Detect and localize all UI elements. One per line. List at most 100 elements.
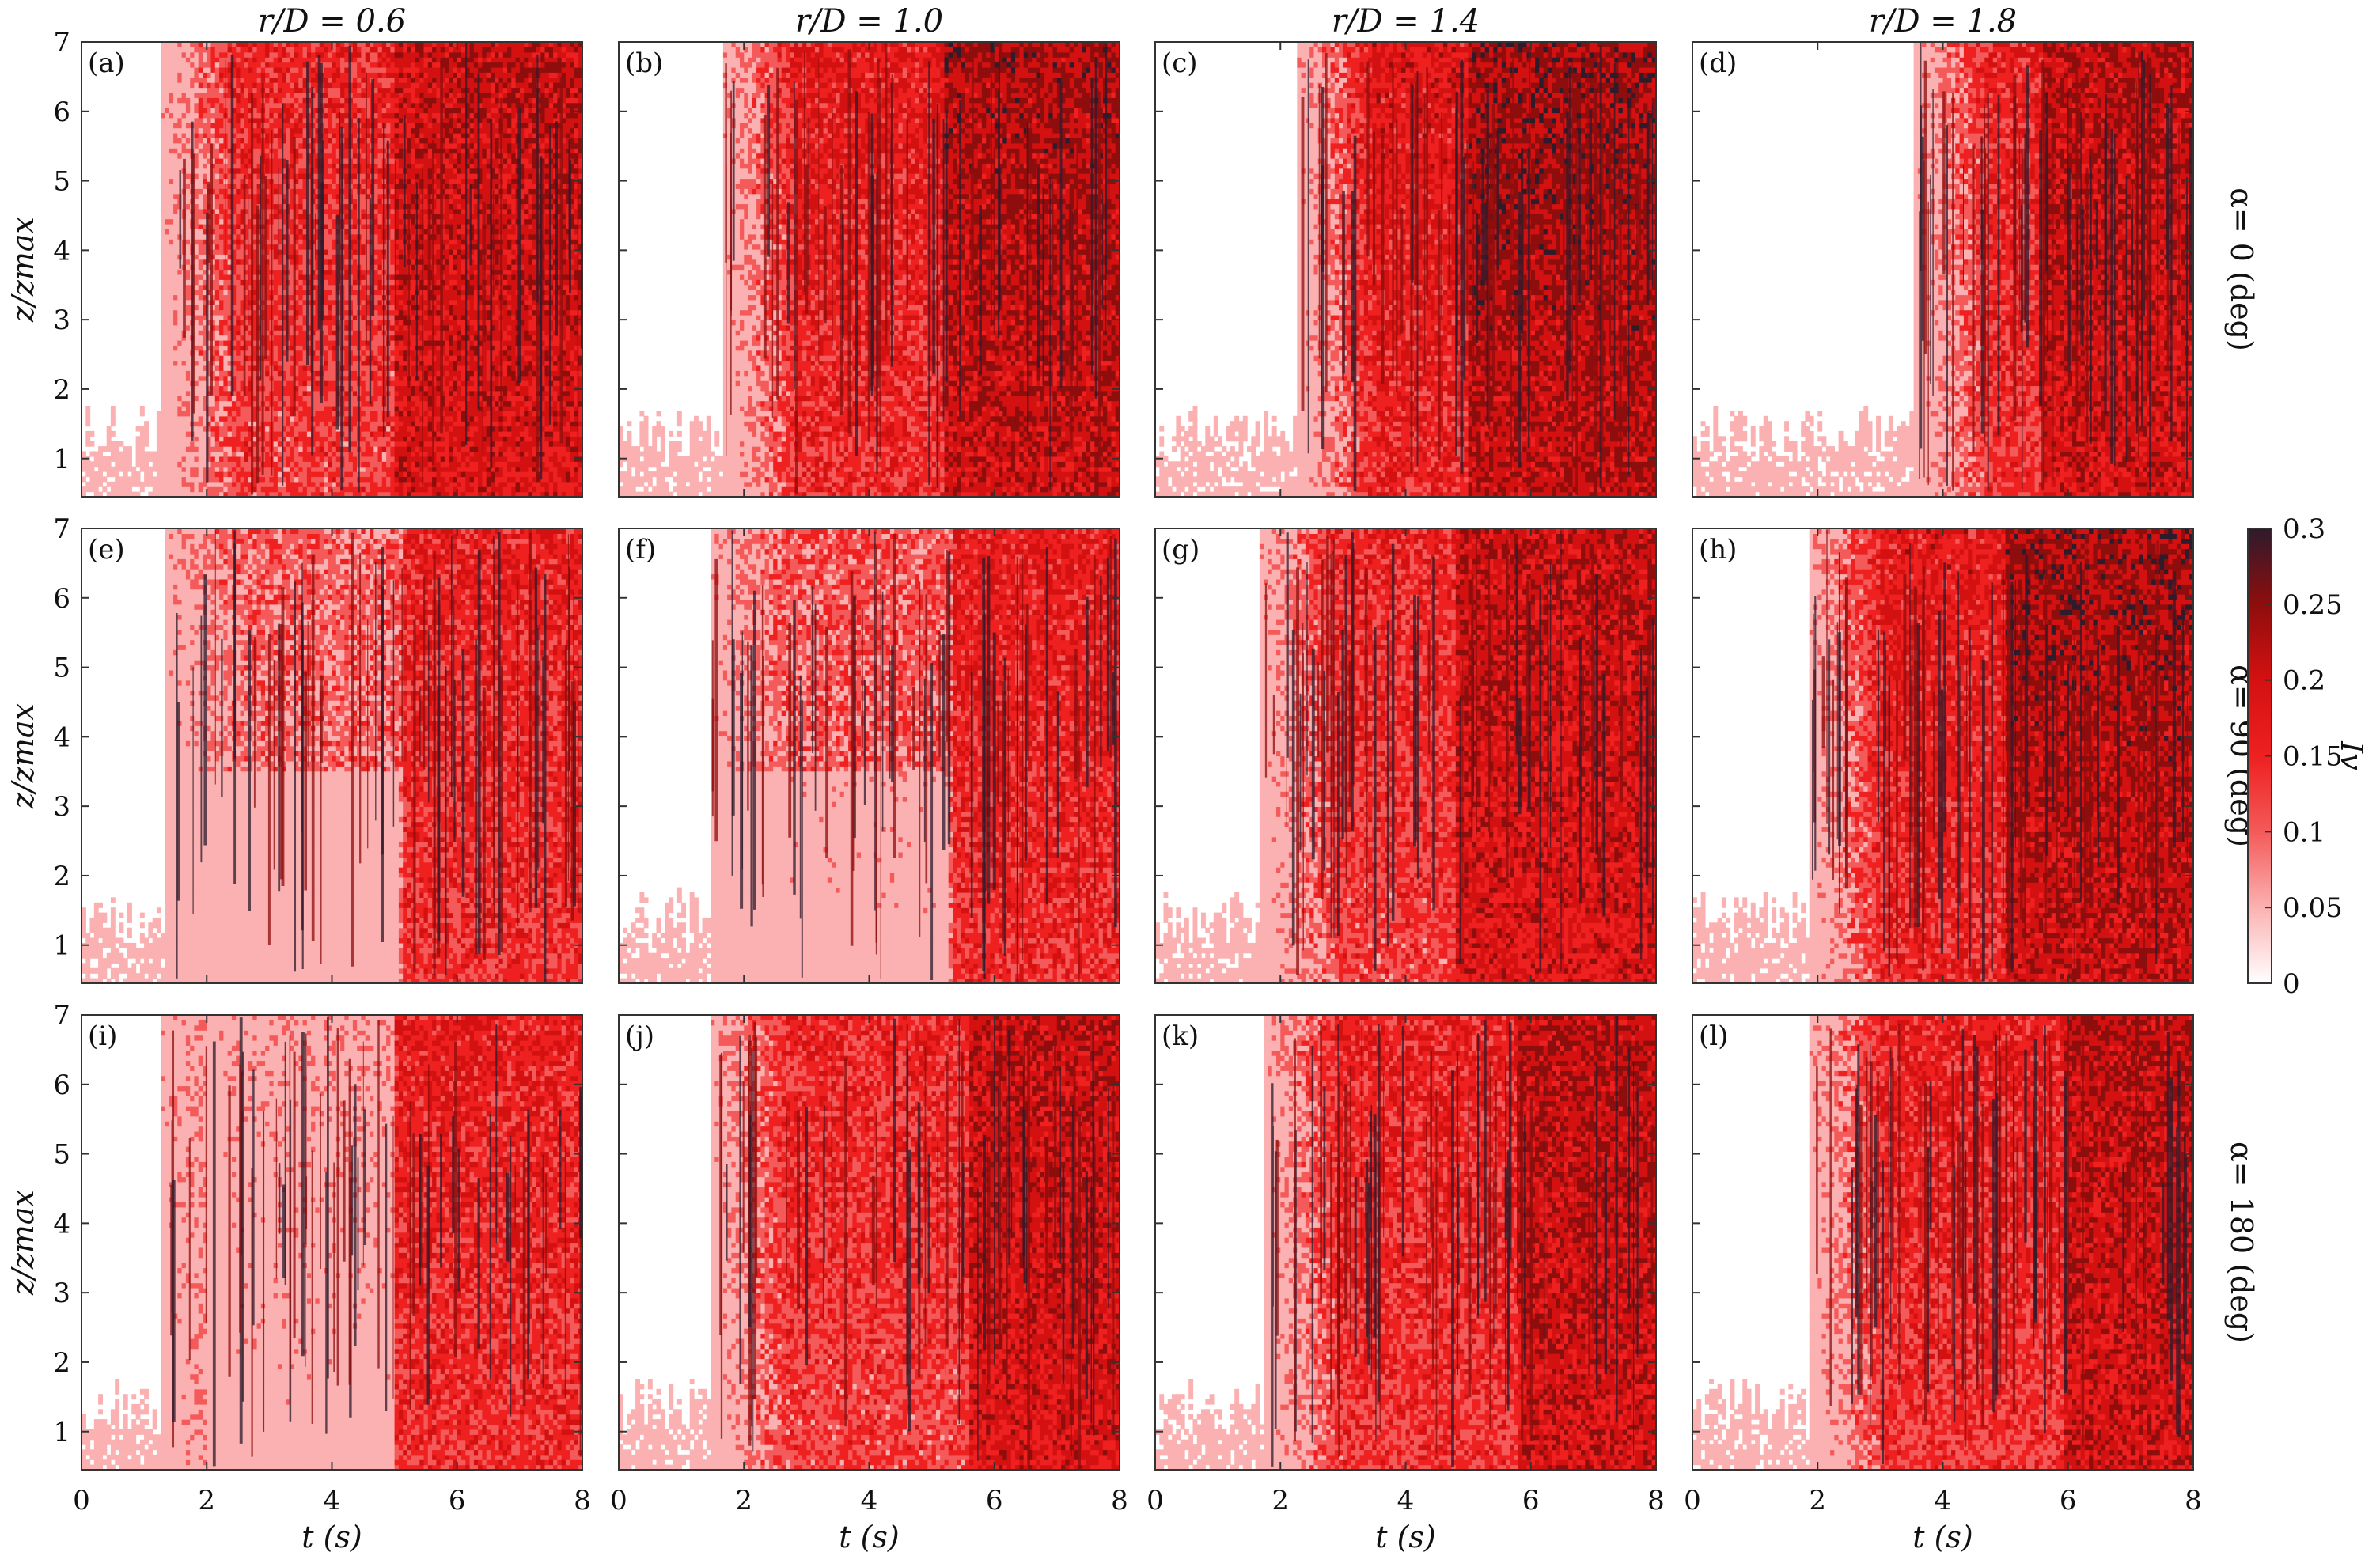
panel-c-letter: (c): [1162, 47, 1198, 79]
colorbar-tick-label: 0: [2283, 968, 2300, 1000]
x-axis-label: t (s): [1375, 1520, 1436, 1554]
xtick-label: 4: [1935, 1485, 1952, 1516]
panel-c-field: [1155, 42, 1657, 498]
ytick-label: 4: [53, 721, 70, 753]
panel-i-letter: (i): [88, 1020, 117, 1052]
xtick-label: 4: [861, 1485, 878, 1516]
colorbar-tick-label: 0.05: [2283, 892, 2343, 924]
panel-f-letter: (f): [625, 534, 656, 566]
panel-i-field: [81, 1015, 583, 1471]
xtick-label: 8: [2185, 1485, 2202, 1516]
column-title: r/D = 1.8: [1869, 3, 2017, 40]
panel-c: (c): [1155, 42, 1657, 498]
ytick-label: 5: [53, 653, 70, 684]
xtick-label: 0: [73, 1485, 90, 1516]
panel-l-letter: (l): [1699, 1020, 1728, 1052]
ytick-label: 7: [53, 27, 70, 59]
panel-g-field: [1155, 528, 1657, 984]
y-axis-label: z/zmax: [6, 217, 40, 323]
xtick-label: 4: [324, 1485, 341, 1516]
panel-f-field: [619, 528, 1120, 984]
xtick-label: 6: [986, 1485, 1003, 1516]
xtick-label: 8: [1111, 1485, 1128, 1516]
ytick-label: 4: [53, 235, 70, 267]
panel-j-letter: (j): [625, 1020, 654, 1052]
x-axis-label: t (s): [1912, 1520, 1973, 1554]
column-title: r/D = 0.6: [258, 3, 406, 40]
ytick-label: 5: [53, 1139, 70, 1171]
column-titles: r/D = 0.6 r/D = 1.0 r/D = 1.4 r/D = 1.8: [258, 3, 2017, 40]
panel-f: (f): [619, 528, 1120, 984]
xtick-label: 8: [574, 1485, 591, 1516]
row-label: α= 180 (deg): [2224, 1141, 2259, 1343]
ytick-label: 4: [53, 1208, 70, 1240]
panel-d-field: [1692, 42, 2194, 498]
panel-a: (a) 1 2 3 4 5 6 7 z/zmax: [6, 27, 583, 498]
x-axis-label: t (s): [301, 1520, 362, 1554]
colorbar-tick-label: 0.25: [2283, 589, 2343, 621]
panel-d-letter: (d): [1699, 47, 1737, 79]
panel-a-letter: (a): [88, 47, 125, 79]
ytick-label: 2: [53, 1347, 70, 1379]
panel-e-letter: (e): [88, 534, 125, 566]
panel-a-field: [81, 42, 583, 498]
panel-d: (d): [1692, 42, 2194, 498]
xtick-label: 0: [610, 1485, 627, 1516]
ytick-label: 1: [53, 930, 70, 962]
panel-k-letter: (k): [1162, 1020, 1199, 1052]
panels-layer: (a) 1 2 3 4 5 6 7 z/zmax (b) (c) (d) (e) 1 2 3 4 5 6 7 z/zma…: [6, 27, 2202, 1554]
panel-e: (e) 1 2 3 4 5 6 7 z/zmax: [6, 513, 583, 984]
panel-l-field: [1692, 1015, 2194, 1471]
y-axis-label: z/zmax: [6, 1190, 40, 1296]
column-title: r/D = 1.4: [1332, 3, 1480, 40]
column-title: r/D = 1.0: [795, 3, 943, 40]
ytick-label: 3: [53, 305, 70, 336]
panel-b-field: [619, 42, 1120, 498]
colorbar-tick-label: 0.2: [2283, 665, 2325, 697]
xtick-label: 6: [2060, 1485, 2077, 1516]
ytick-label: 5: [53, 166, 70, 198]
panel-h-field: [1692, 528, 2194, 984]
ytick-label: 2: [53, 861, 70, 892]
panel-h: (h): [1692, 528, 2194, 984]
colorbar-tick-label: 0.3: [2283, 513, 2325, 545]
panel-i: (i) 1 2 3 4 5 6 7 0 2 4 6 8 t (s) z/zmax: [6, 1000, 591, 1554]
panel-h-letter: (h): [1699, 534, 1737, 566]
xtick-label: 0: [1146, 1485, 1164, 1516]
xtick-label: 2: [1271, 1485, 1289, 1516]
xtick-label: 0: [1684, 1485, 1701, 1516]
ytick-label: 3: [53, 1278, 70, 1309]
panel-j-field: [619, 1015, 1120, 1471]
ytick-label: 1: [53, 444, 70, 475]
ytick-label: 7: [53, 513, 70, 545]
xtick-label: 2: [1809, 1485, 1826, 1516]
x-axis-label: t (s): [839, 1520, 900, 1554]
panel-e-field: [81, 528, 583, 984]
xtick-label: 6: [449, 1485, 466, 1516]
xtick-label: 2: [735, 1485, 752, 1516]
panel-g: (g): [1155, 528, 1657, 984]
xtick-label: 4: [1397, 1485, 1415, 1516]
ytick-label: 6: [53, 1070, 70, 1101]
y-axis-label: z/zmax: [6, 703, 40, 809]
panel-b-letter: (b): [625, 47, 663, 79]
colorbar: 0 0.05 0.1 0.15 0.2 0.25 0.3 Iv: [2248, 513, 2369, 1000]
colorbar-label: Iv: [2334, 740, 2369, 770]
xtick-label: 2: [198, 1485, 215, 1516]
panel-j: (j) 0 2 4 6 8 t (s): [610, 1015, 1128, 1554]
panel-b: (b): [619, 42, 1120, 498]
ytick-label: 1: [53, 1417, 70, 1448]
xtick-label: 6: [1522, 1485, 1540, 1516]
ytick-label: 6: [53, 97, 70, 128]
ytick-label: 6: [53, 583, 70, 615]
row-label: α= 0 (deg): [2224, 187, 2259, 351]
ytick-label: 2: [53, 374, 70, 406]
colorbar-tick-label: 0.1: [2283, 816, 2325, 848]
ytick-label: 3: [53, 791, 70, 823]
xtick-label: 8: [1647, 1485, 1665, 1516]
ytick-label: 7: [53, 1000, 70, 1032]
panel-k: (k) 0 2 4 6 8 t (s): [1146, 1015, 1665, 1554]
panel-k-field: [1155, 1015, 1657, 1471]
colorbar-tick-label: 0.15: [2283, 741, 2343, 773]
